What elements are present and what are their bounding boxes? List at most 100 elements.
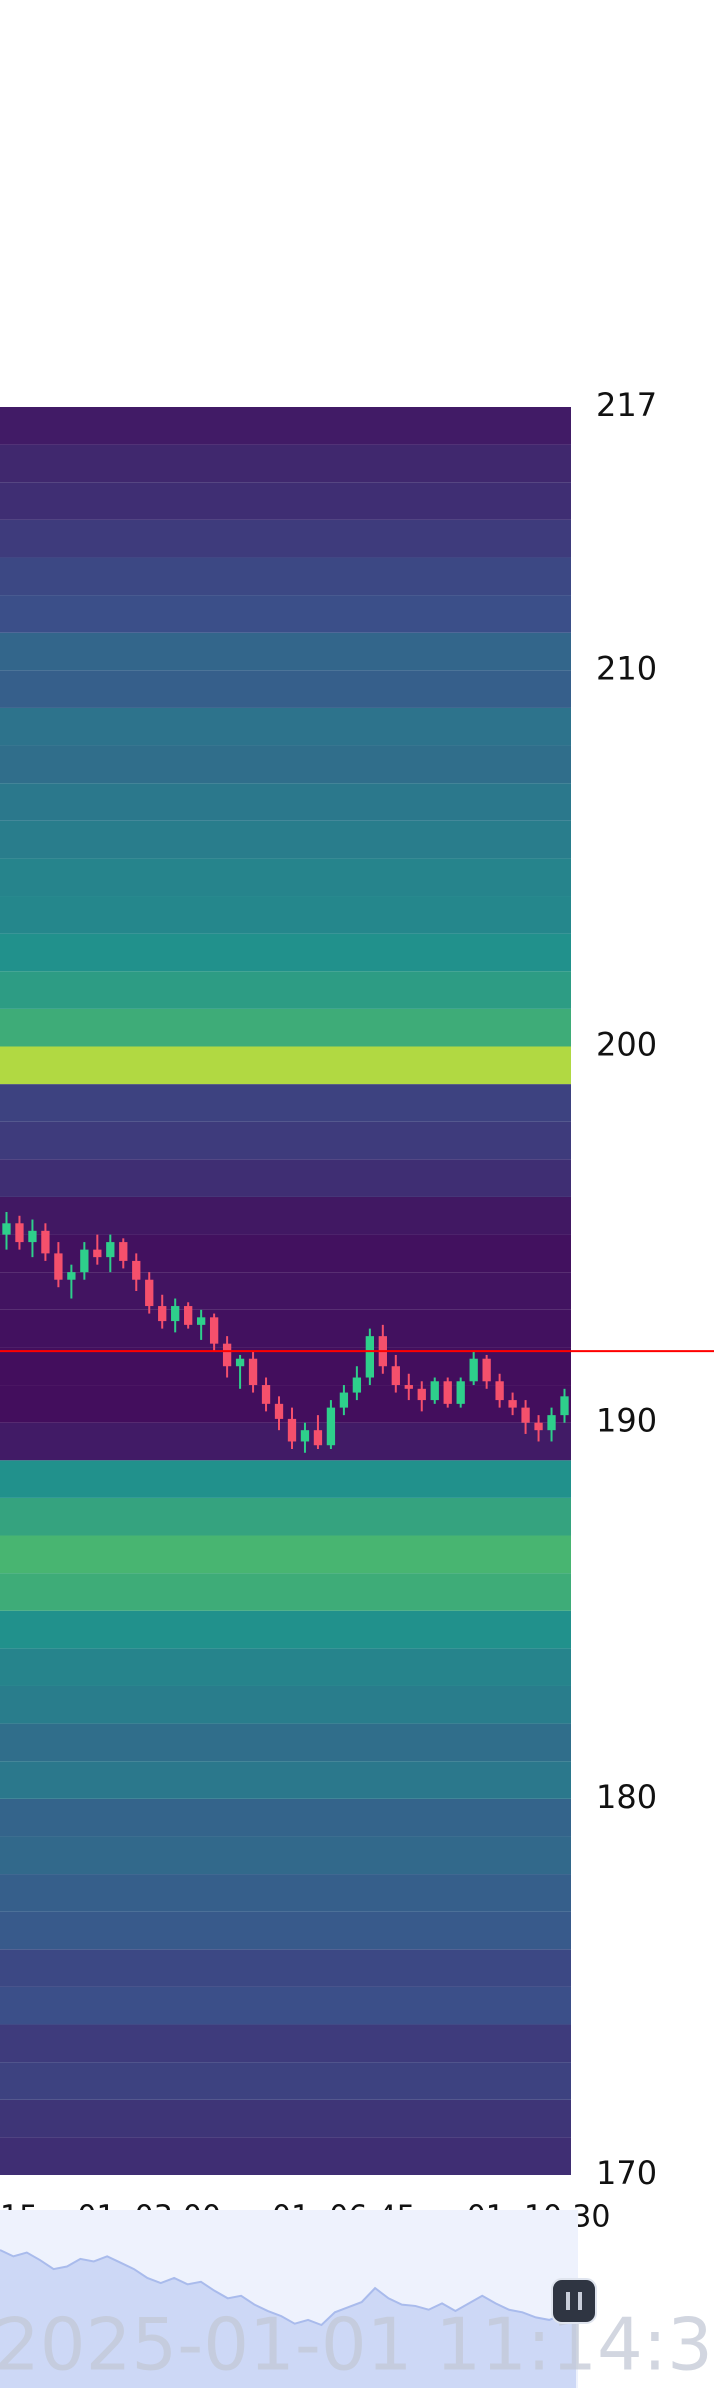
heatmap-cell: [0, 1874, 571, 1912]
heatmap-cell: [0, 444, 571, 483]
candle-body: [119, 1242, 128, 1261]
heatmap-cell: [0, 2024, 571, 2063]
heatmap-cell: [0, 1685, 571, 1724]
candle-body: [391, 1366, 400, 1386]
candle-body: [80, 1249, 89, 1273]
heatmap-cell: [0, 1535, 571, 1574]
heatmap-cell: [0, 1610, 571, 1649]
heatmap-cell: [0, 1497, 571, 1536]
heatmap-cell: [0, 2137, 571, 2175]
heatmap-cell: [0, 1761, 571, 1799]
candle-body: [521, 1407, 530, 1423]
heatmap-cell: [0, 557, 571, 596]
candle-body: [352, 1377, 362, 1393]
heatmap-cell: [0, 1084, 571, 1122]
candle-body: [456, 1381, 465, 1404]
candle-body: [313, 1430, 323, 1446]
y-tick-label: 210: [596, 649, 657, 687]
candle-body: [132, 1260, 141, 1280]
candle-body: [417, 1388, 426, 1401]
heatmap-cell: [0, 1836, 571, 1875]
navigator-line: [0, 2249, 577, 2327]
candle-body: [2, 1223, 11, 1235]
heatmap-cell: [0, 1008, 571, 1047]
heatmap-cell: [0, 519, 571, 558]
heatmap-cell: [0, 745, 571, 784]
candle-body: [171, 1306, 180, 1322]
pause-icon: [566, 2292, 570, 2310]
navigator-series: [0, 2249, 577, 2388]
candle-body: [145, 1279, 154, 1307]
candle-body: [430, 1381, 439, 1401]
heatmap-cell: [0, 2062, 571, 2100]
candles: [2, 1212, 569, 1453]
heatmap-cell: [0, 407, 571, 445]
candle-body: [300, 1430, 310, 1442]
candle-body: [534, 1422, 543, 1431]
heatmap-cell: [0, 670, 571, 708]
heatmap-cell: [0, 1272, 571, 1310]
heatmap-cell: [0, 1986, 571, 2025]
pause-button[interactable]: [551, 2278, 597, 2324]
candle-body: [274, 1403, 284, 1419]
candle-body: [235, 1358, 245, 1367]
candle-body: [404, 1385, 413, 1389]
candle-body: [93, 1249, 102, 1258]
heatmap-cell: [0, 2099, 571, 2138]
y-tick-label: 170: [596, 2154, 657, 2192]
heatmap-cell: [0, 1460, 571, 1498]
candle-body: [482, 1358, 491, 1382]
heatmap-cell: [0, 707, 571, 746]
candle-body: [469, 1358, 478, 1382]
heatmap-cell: [0, 1648, 571, 1686]
heatmap-cell: [0, 595, 571, 633]
pause-bg[interactable]: [551, 2278, 597, 2324]
heatmap-cell: [0, 783, 571, 821]
heatmap-cell: [0, 1309, 571, 1348]
y-tick-label: 200: [596, 1025, 657, 1063]
heatmap-cell: [0, 1121, 571, 1160]
candle-body: [248, 1358, 258, 1386]
heatmap-cell: [0, 1159, 571, 1197]
heatmap-cell: [0, 858, 571, 897]
candle-body: [106, 1242, 115, 1258]
y-tick-label: 217: [596, 386, 657, 424]
heatmap: [0, 407, 571, 2175]
candle-body: [508, 1400, 517, 1408]
heatmap-cell: [0, 1911, 571, 1950]
candle-body: [158, 1306, 167, 1322]
candle-body: [41, 1230, 50, 1254]
candle-body: [326, 1407, 336, 1446]
candle-body: [339, 1392, 349, 1408]
heatmap-cell: [0, 1949, 571, 1987]
pause-icon: [578, 2292, 582, 2310]
candle-body: [560, 1396, 569, 1416]
y-tick-label: 190: [596, 1402, 657, 1440]
heatmap-cell: [0, 1723, 571, 1762]
candle-body: [495, 1381, 504, 1401]
heatmap-cell: [0, 896, 571, 934]
heatmap-cell: [0, 933, 571, 972]
candle-body: [54, 1253, 63, 1280]
candle-body: [261, 1385, 271, 1404]
heatmap-cell: [0, 1385, 571, 1423]
heatmap-cell: [0, 1422, 571, 1461]
watermark: 2025-01-01 11:14:37: [0, 2303, 714, 2387]
heatmap-cell: [0, 1798, 571, 1837]
candle-body: [184, 1306, 193, 1325]
candle-body: [15, 1223, 24, 1243]
heatmap-cell: [0, 1196, 571, 1235]
heatmap-cell: [0, 632, 571, 671]
candle-body: [209, 1317, 219, 1344]
candle-body: [222, 1343, 232, 1367]
candle-body: [547, 1415, 556, 1431]
candle-body: [443, 1381, 452, 1404]
candle-body: [196, 1317, 206, 1325]
candle-body: [287, 1418, 297, 1442]
navigator-area: [0, 2250, 576, 2388]
candle-body: [67, 1272, 76, 1280]
heatmap-cell: [0, 1573, 571, 1611]
candle-body: [365, 1336, 375, 1378]
